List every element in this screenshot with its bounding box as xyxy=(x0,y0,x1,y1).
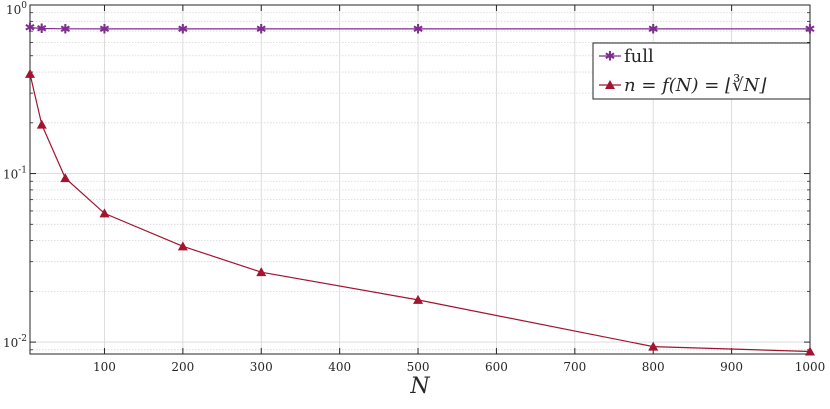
data-point-triangle xyxy=(805,346,815,356)
x-tick-label: 200 xyxy=(171,360,194,374)
data-point-triangle xyxy=(413,294,424,304)
legend-marker-fn-triangle-icon xyxy=(605,80,615,89)
series-line-1 xyxy=(29,73,811,353)
data-point-triangle xyxy=(25,68,35,78)
axes-frame xyxy=(29,4,811,355)
data-point-triangle xyxy=(256,267,267,277)
x-tick-label: 800 xyxy=(642,360,665,374)
x-tick-label: 600 xyxy=(485,360,508,374)
data-point-triangle xyxy=(648,341,659,351)
x-tick-label: 900 xyxy=(720,360,743,374)
y-tick-label: 10-2 xyxy=(3,334,27,350)
data-point-star: ✱ xyxy=(648,22,659,37)
grid-layer xyxy=(30,4,811,354)
data-point-triangle xyxy=(36,119,47,129)
x-tick-label: 100 xyxy=(93,360,116,374)
y-tick-label: 100 xyxy=(6,1,27,17)
data-point-triangle xyxy=(99,208,110,218)
x-axis-label: N xyxy=(409,374,430,399)
legend: ✱ full n = f(N) = ⌊∛N⌋ xyxy=(592,42,811,100)
y-tick-label: 10-1 xyxy=(3,166,27,182)
series-line-0 xyxy=(29,26,810,30)
data-point-star: ✱ xyxy=(36,22,47,37)
legend-marker-full-star-icon: ✱ xyxy=(605,50,616,65)
data-point-star: ✱ xyxy=(60,22,71,37)
x-tick-label: 400 xyxy=(328,360,351,374)
x-tick-label: 300 xyxy=(250,360,273,374)
x-tick-label: 700 xyxy=(563,360,586,374)
legend-label-fn: n = f(N) = ⌊∛N⌋ xyxy=(624,74,767,96)
data-point-star: ✱ xyxy=(805,22,816,37)
x-tick-label: 1000 xyxy=(795,360,826,374)
data-point-star: ✱ xyxy=(99,22,110,37)
data-point-triangle xyxy=(60,173,71,183)
legend-box xyxy=(592,42,811,100)
data-point-star: ✱ xyxy=(413,22,424,37)
series-layer: ✱ ✱ ✱ ✱ ✱ ✱ ✱ ✱ ✱ xyxy=(25,21,816,356)
x-tick-label: 500 xyxy=(407,360,430,374)
data-point-triangle xyxy=(177,241,188,251)
data-point-star: ✱ xyxy=(25,21,36,36)
data-point-star: ✱ xyxy=(177,22,188,37)
legend-label-full: full xyxy=(624,46,654,67)
axes-layer: 100 200 300 400 500 600 700 800 900 1000 100 10-1 10… xyxy=(3,1,825,374)
data-point-star: ✱ xyxy=(256,22,267,37)
